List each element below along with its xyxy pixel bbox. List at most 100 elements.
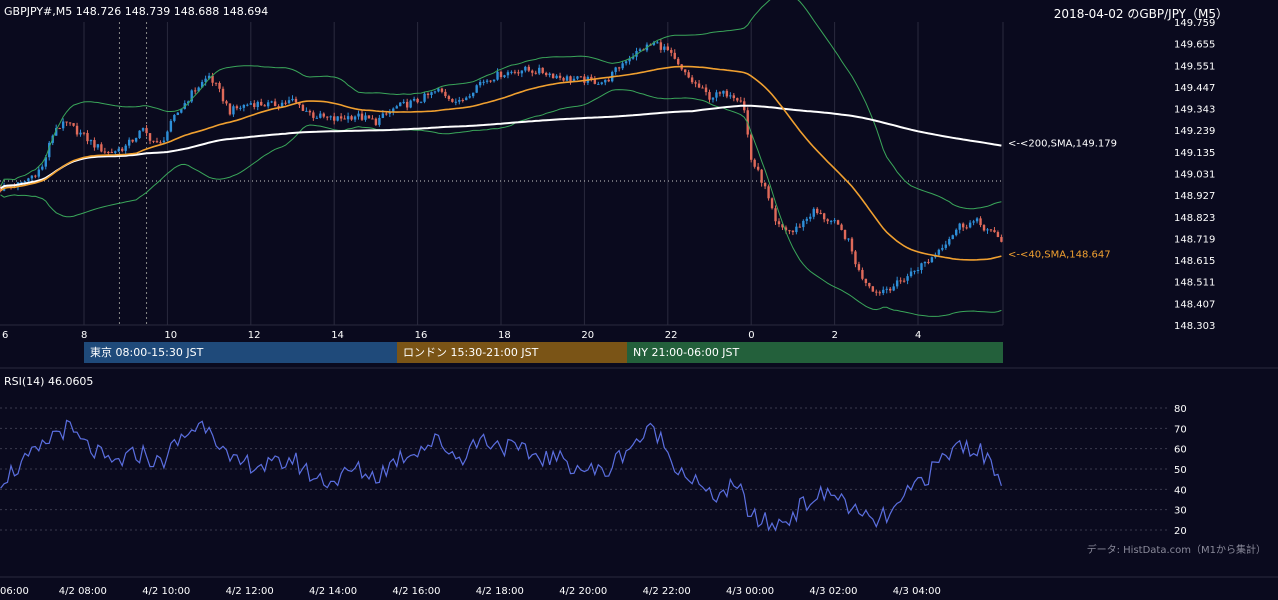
candle-body (961, 223, 965, 228)
candle-body (538, 67, 541, 74)
time-x-tick: 4/2 22:00 (643, 586, 691, 597)
indicator-labels: <-<200,SMA,149.179 <-<40,SMA,148.647 (1008, 139, 1117, 261)
candle-body (913, 270, 916, 272)
candle-body (194, 90, 197, 92)
candle-body (944, 244, 947, 248)
candle-body (412, 98, 416, 101)
price-y-tick: 149.759 (1174, 18, 1215, 29)
candle-body (447, 96, 451, 100)
time-x-tick: 4/2 08:00 (59, 586, 107, 597)
candle-body (506, 72, 510, 76)
price-x-tick: 16 (415, 330, 428, 341)
time-x-tick: 4/2 18:00 (476, 586, 524, 597)
price-x-tick: 2 (832, 330, 838, 341)
price-grid (0, 22, 1004, 326)
candle-body (652, 42, 656, 45)
candle-body (260, 101, 263, 106)
candle-body (736, 98, 739, 101)
price-y-tick: 148.927 (1174, 191, 1215, 202)
session-markers (118, 22, 148, 325)
price-y-tick: 148.511 (1174, 278, 1215, 289)
rsi-line (0, 419, 1002, 532)
candle-body (569, 76, 572, 81)
price-x-tick: 14 (331, 330, 344, 341)
candle-body (923, 261, 927, 264)
candle-body (868, 282, 871, 287)
candle-body (339, 116, 343, 119)
symbol-quote: GBPJPY#,M5 148.726 148.739 148.688 148.6… (4, 5, 269, 18)
time-x-axis: 06:00 4/2 08:00 4/2 10:00 4/2 12:00 4/2 14:0… (0, 586, 941, 597)
candle-body (798, 226, 802, 228)
candle-body (673, 52, 676, 59)
candle-body (732, 95, 736, 99)
candle-body (110, 152, 113, 154)
time-x-tick: 4/2 14:00 (309, 586, 357, 597)
price-y-tick: 148.407 (1174, 299, 1215, 310)
candle-body (687, 72, 690, 78)
sma40-line (0, 65, 1002, 261)
candle-body (809, 216, 812, 219)
candle-body (916, 269, 920, 271)
candle-body (117, 148, 120, 152)
candle-body (930, 257, 934, 263)
candle-body (472, 92, 475, 97)
candle-body (677, 58, 680, 65)
candle-body (190, 90, 193, 102)
candle-body (496, 71, 499, 80)
candle-body (444, 91, 447, 97)
candle-body (134, 138, 138, 142)
candle-body (1000, 237, 1003, 242)
candle-body (590, 76, 593, 79)
rsi-y-tick: 30 (1174, 506, 1187, 517)
candle-body (305, 110, 308, 112)
candle-body (294, 98, 298, 103)
candle-body (138, 130, 141, 139)
candle-body (597, 83, 600, 85)
candle-body (34, 175, 37, 177)
candle-body (103, 151, 107, 153)
candle-body (277, 106, 280, 108)
candle-body (955, 229, 958, 236)
candle-body (200, 81, 204, 88)
rsi-y-tick: 50 (1174, 465, 1187, 476)
candle-body (44, 157, 47, 167)
candle-body (100, 144, 103, 152)
candle-body (767, 186, 770, 199)
candle-body (920, 263, 923, 270)
candle-body (371, 118, 374, 120)
candle-body (430, 92, 433, 95)
candle-body (979, 218, 982, 226)
candle-body (718, 92, 722, 94)
candle-body (468, 96, 471, 98)
price-y-tick: 149.343 (1174, 105, 1215, 116)
candle-body (454, 101, 458, 103)
rsi-grid (0, 367, 1278, 578)
candle-body (315, 117, 319, 119)
candle-body (291, 98, 294, 101)
time-x-tick: 4/2 16:00 (392, 586, 440, 597)
candle-body (902, 280, 906, 282)
candle-body (593, 78, 597, 84)
candle-body (360, 113, 364, 120)
candle-body (48, 142, 51, 158)
candle-body (114, 151, 117, 153)
candle-body (499, 71, 503, 78)
candle-body (583, 76, 586, 83)
candle-body (670, 49, 673, 53)
price-y-tick: 149.135 (1174, 148, 1215, 159)
candle-body (878, 292, 881, 294)
candle-body (805, 218, 808, 221)
candle-body (906, 276, 909, 281)
price-x-tick: 12 (248, 330, 261, 341)
candle-body (301, 104, 305, 111)
candle-body (819, 212, 822, 214)
candle-body (451, 99, 454, 102)
candle-body (176, 112, 180, 115)
candle-body (169, 120, 173, 132)
session-london: ロンドン 15:30-21:00 JST (397, 342, 627, 363)
candle-body (579, 76, 583, 78)
candle-body (197, 87, 200, 92)
candle-body (159, 142, 162, 144)
candle-body (722, 90, 725, 94)
candle-body (482, 81, 485, 83)
